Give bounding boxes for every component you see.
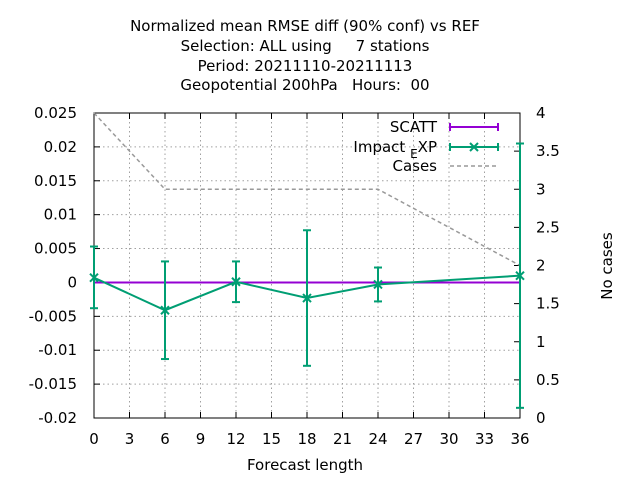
y-tick-label: 0.005: [34, 240, 77, 258]
impact-marker-stroke: [373, 279, 383, 290]
impact-line: [93, 274, 521, 312]
y2-tick-label: 3.5: [536, 142, 560, 160]
x-tick-label: 3: [125, 430, 135, 448]
y-tick-label: 0.01: [44, 206, 77, 224]
chart-title-line-4: Geopotential 200hPa Hours: 00: [180, 76, 430, 94]
y2-tick-label: 1: [536, 333, 546, 351]
y2-axis-label: No cases: [598, 232, 616, 300]
x-axis-label: Forecast length: [247, 456, 363, 474]
impact-point: [302, 293, 312, 303]
impact-marker-stroke: [160, 305, 170, 315]
impact-point: [515, 270, 525, 281]
chart-title-line-3: Period: 20211110-20211113: [197, 57, 413, 75]
y-tick-label: -0.015: [29, 375, 77, 393]
impact-point: [160, 305, 170, 315]
y2-tick-label: 3: [536, 180, 546, 198]
chart-title-line-2: Selection: ALL using 7 stations: [180, 37, 430, 55]
impact-point: [231, 277, 241, 287]
x-tick-label: 0: [89, 430, 99, 448]
y2-tick-label: 2.5: [536, 218, 560, 236]
x-tick-label: 24: [368, 430, 387, 448]
impact-point: [373, 279, 383, 290]
impact-point: [89, 272, 99, 283]
chart-title-line-1: Normalized mean RMSE diff (90% conf) vs …: [130, 17, 480, 35]
y2-tick-label: 1.5: [536, 295, 560, 313]
x-tick-label: 18: [297, 430, 316, 448]
y-tick-label: -0.01: [38, 341, 77, 359]
x-tick-label: 6: [160, 430, 170, 448]
x-tick-label: 30: [439, 430, 458, 448]
legend-label-cases: Cases: [392, 157, 437, 175]
cases-line: [93, 112, 521, 267]
y2-tick-label: 0: [536, 409, 546, 427]
y2-tick-label: 0.5: [536, 371, 560, 389]
series-layer: [89, 112, 525, 409]
legend-label-impact: Impact EXP: [353, 138, 437, 161]
y-tick-label: -0.005: [29, 307, 77, 325]
y-tick-label: 0.02: [44, 138, 77, 156]
x-tick-label: 12: [226, 430, 245, 448]
legend-marker-impact: [469, 142, 479, 152]
x-tick-label: 33: [475, 430, 494, 448]
legend-label-scatt: SCATT: [390, 118, 438, 136]
impact-marker-stroke: [231, 277, 241, 287]
axis-ticks: 0 3 6 9 12 15 18 21 24 27 30 33 360.0250.020.0150.01…: [29, 104, 560, 448]
impact-marker-stroke: [89, 272, 99, 283]
x-tick-label: 15: [262, 430, 281, 448]
y2-tick-label: 2: [536, 257, 546, 275]
y-tick-label: 0.015: [34, 172, 77, 190]
y-tick-label: 0: [67, 273, 77, 291]
x-tick-label: 36: [510, 430, 529, 448]
y-tick-label: -0.02: [38, 409, 77, 427]
impact-marker-stroke: [515, 270, 525, 281]
y2-tick-label: 4: [536, 104, 546, 122]
x-tick-label: 27: [404, 430, 423, 448]
x-tick-label: 21: [333, 430, 352, 448]
x-tick-label: 9: [196, 430, 206, 448]
impact-marker-stroke: [302, 293, 312, 303]
y-tick-label: 0.025: [34, 104, 77, 122]
